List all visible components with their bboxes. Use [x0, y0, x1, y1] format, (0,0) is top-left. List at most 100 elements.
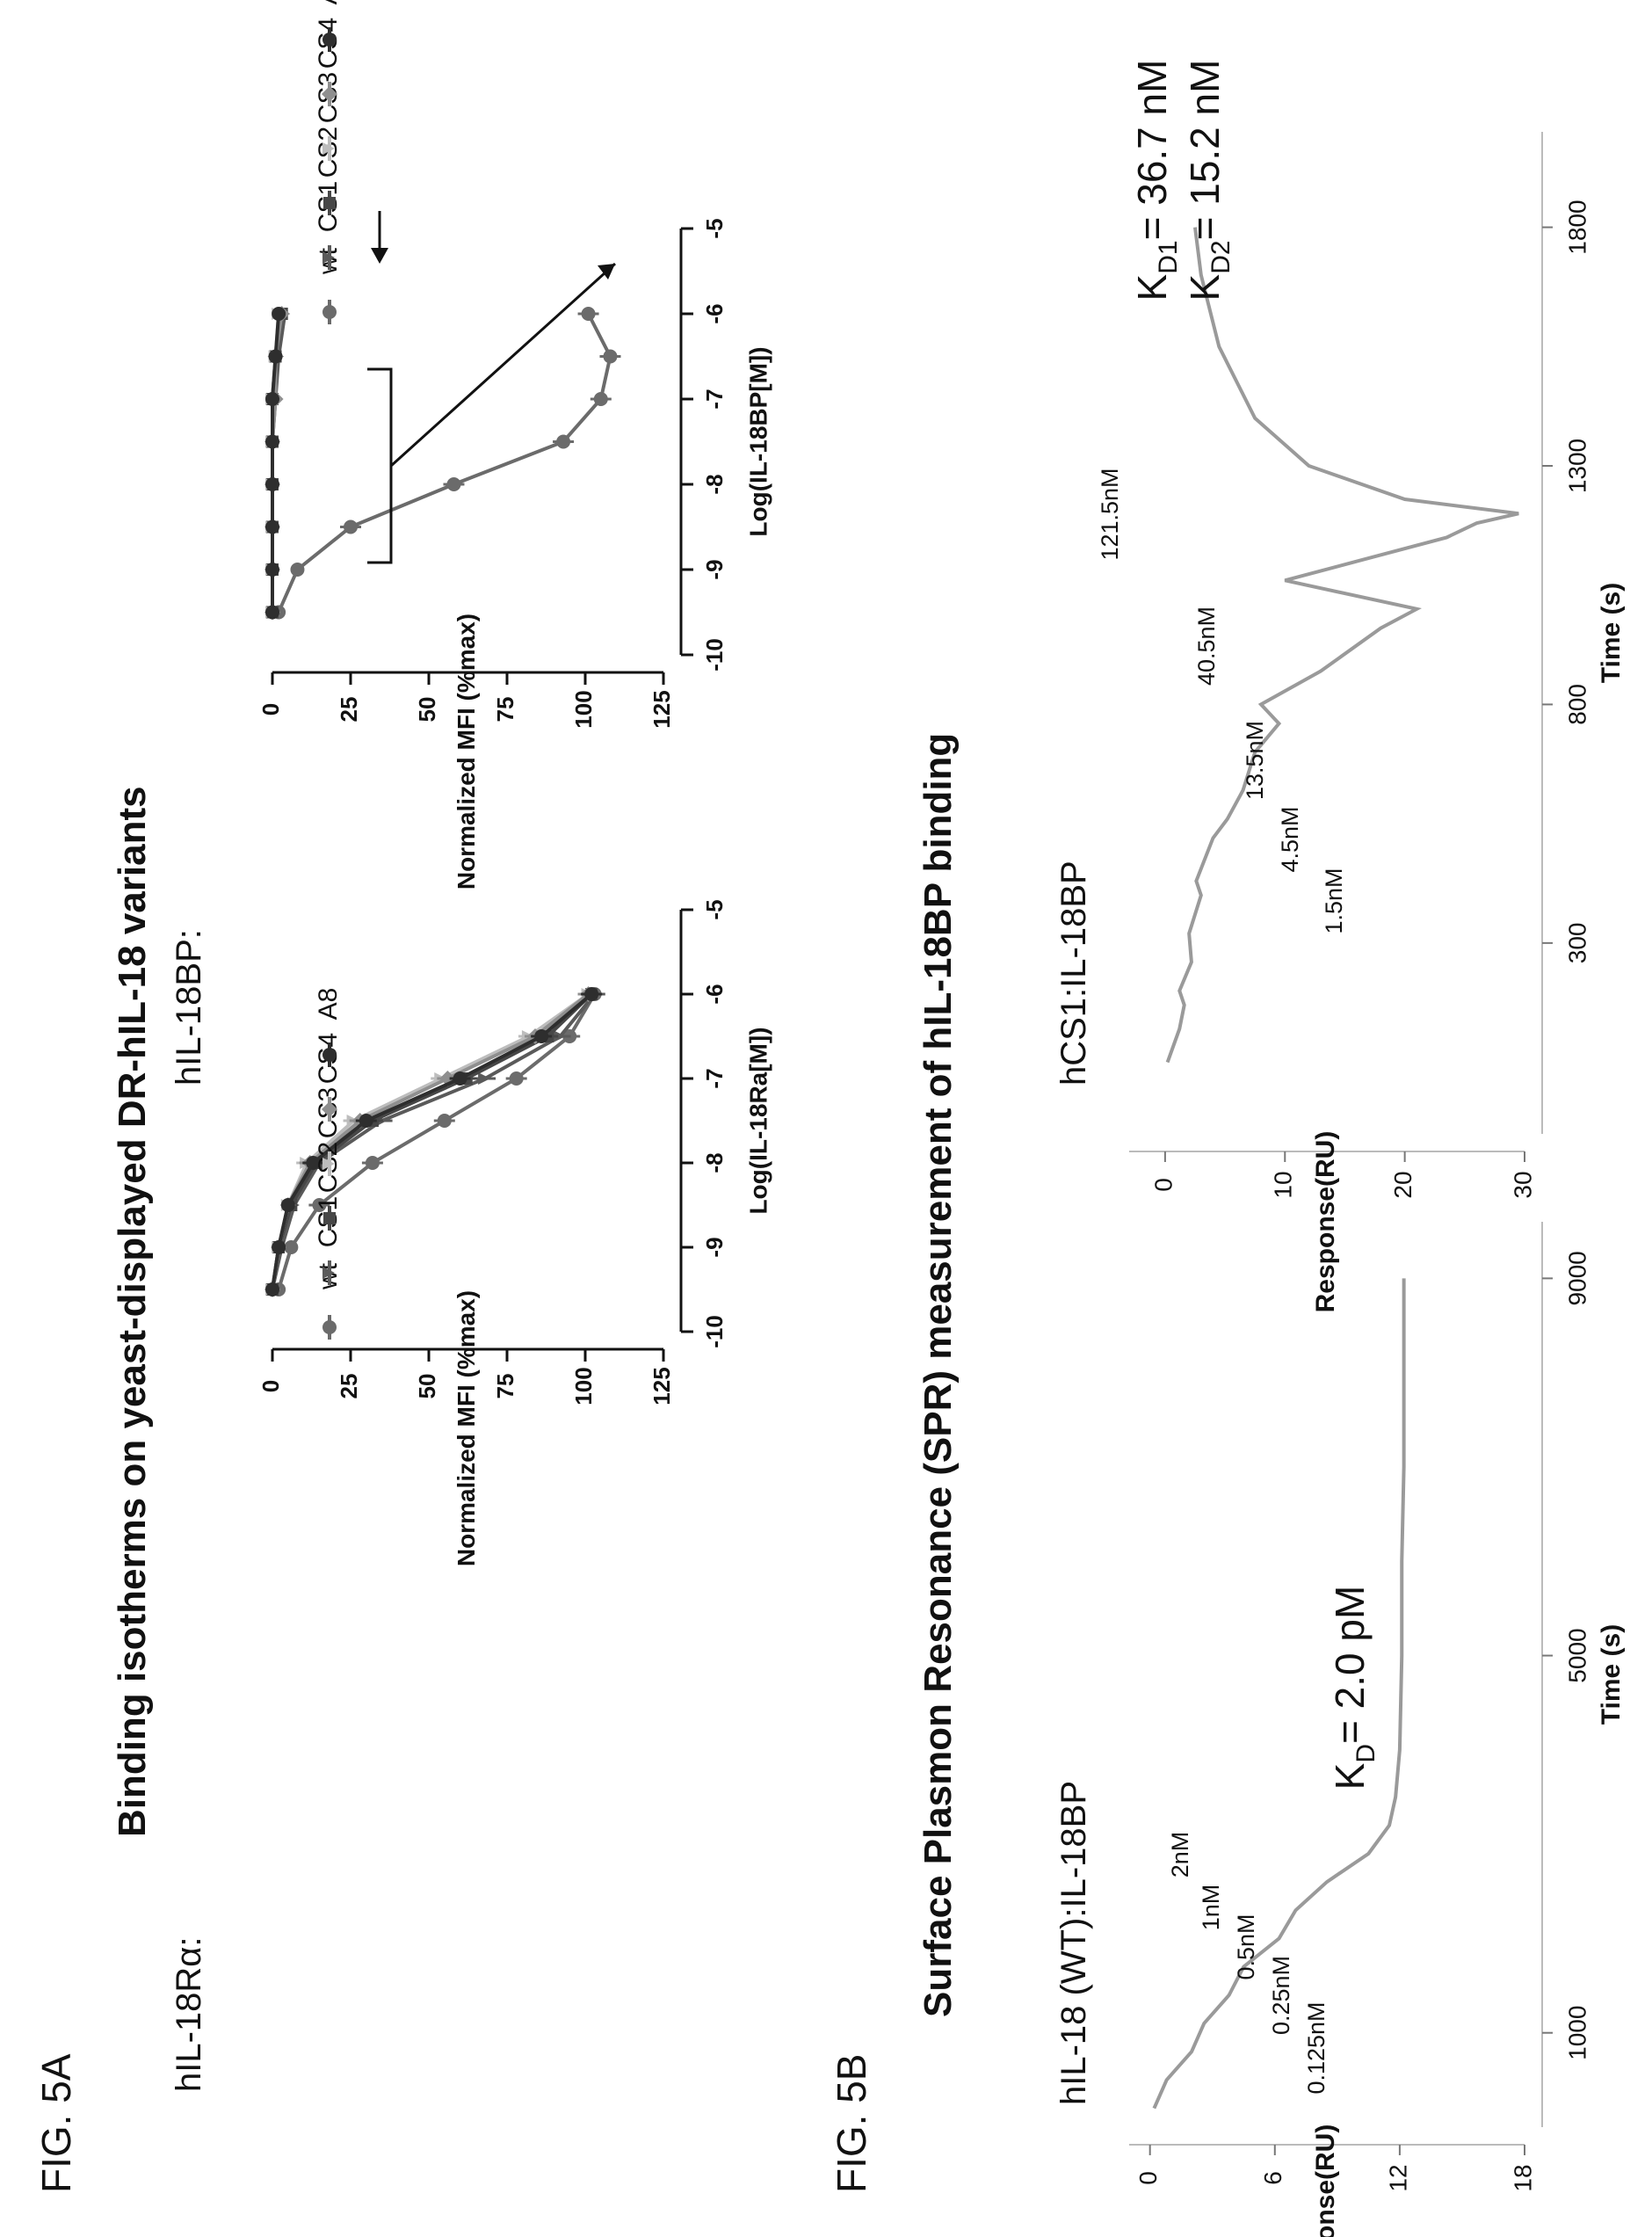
data-point-CS1 [553, 1030, 566, 1042]
chart-spr-cs1: 0 10 20 30 300 800 1300 1800 Response(RU) Time (s… [1097, 60, 1626, 1313]
sensorgram-trace [1152, 1278, 1406, 2110]
series-line-A8 [271, 992, 593, 1290]
subtitle-hil18bp-binding: hIL-18BP: [170, 929, 208, 1086]
value-tick-label: 50 [414, 1374, 440, 1399]
data-point-A8 [453, 1071, 467, 1086]
panel-b-title: Surface Plasmon Resonance (SPR) measurem… [917, 733, 960, 2017]
series-line-CS1 [271, 992, 597, 1290]
fig-5a-label: FIG. 5A [33, 2053, 79, 2193]
data-point-A8 [306, 1156, 321, 1170]
legend-marker-CS4 [322, 1101, 337, 1117]
injection-label: 1.5nM [1321, 868, 1347, 933]
legend-marker-CS3 [322, 1158, 335, 1170]
x-tick-label: -6 [701, 303, 728, 323]
x-tick-label: -10 [701, 638, 728, 672]
value-tick-label: 0 [1134, 2171, 1162, 2185]
data-point-wt [593, 392, 608, 406]
x-tick-label: -9 [701, 559, 728, 579]
data-point-A8 [265, 1282, 279, 1296]
series-line-A8 [271, 313, 281, 613]
x-tick-label: -5 [701, 899, 728, 919]
subtitle-hcs1-spr: hCS1:IL-18BP [1054, 861, 1093, 1086]
kd-symbol: K [1129, 273, 1175, 301]
value-axis-label: Normalized MFI (%max) [453, 1290, 480, 1566]
subtitle-hil18-wt-spr: hIL-18 (WT):IL-18BP [1054, 1781, 1093, 2105]
data-point-A8 [265, 392, 279, 406]
arrow-variants-head [598, 264, 615, 280]
data-point-A8 [265, 434, 279, 449]
value-tick-label: 12 [1384, 2164, 1411, 2191]
x-axis-label: Log(IL-18BP[M]) [744, 346, 772, 536]
time-tick-label: 300 [1563, 922, 1590, 963]
injection-label: 0.125nM [1303, 2001, 1330, 2094]
time-tick-label: 1000 [1563, 2006, 1590, 2060]
legend-marker-CS2 [323, 197, 336, 209]
x-tick-label: -7 [701, 1068, 728, 1088]
value-tick-label: 0 [257, 703, 284, 715]
injection-label: 121.5nM [1097, 468, 1123, 560]
data-point-wt [509, 1071, 524, 1086]
data-point-A8 [265, 519, 279, 534]
kd-subscript: D [1351, 1744, 1380, 1763]
legend-label-A8: A8 [314, 988, 343, 1020]
data-point-A8 [265, 563, 279, 577]
arrow-wt-head [371, 248, 388, 264]
time-tick-label: 1300 [1563, 439, 1590, 493]
value-tick-label: 0 [1149, 1178, 1177, 1192]
value-axis-label: Normalized MFI (%max) [453, 614, 480, 890]
data-point-A8 [534, 1029, 549, 1043]
time-tick-label: 1800 [1563, 200, 1590, 254]
panel-a-title: Binding isotherms on yeast-displayed DR-… [111, 786, 154, 1837]
x-axis-label: Log(IL-18Ra[M]) [744, 1027, 772, 1214]
legend-label-A8: A8 [314, 0, 343, 4]
value-tick-label: 25 [336, 1374, 362, 1399]
time-tick-label: 800 [1563, 684, 1590, 725]
data-point-wt [437, 1114, 452, 1128]
legend-marker-A8 [322, 33, 337, 47]
data-point-wt [446, 477, 461, 491]
data-point-wt [284, 1240, 299, 1254]
value-tick-label: 0 [257, 1380, 284, 1392]
legend-marker-CS2 [323, 1212, 336, 1224]
x-tick-label: -8 [701, 474, 728, 494]
x-tick-label: -9 [701, 1237, 728, 1257]
value-tick-label: 20 [1389, 1171, 1417, 1198]
injection-label: 13.5nM [1242, 721, 1268, 800]
x-tick-label: -8 [701, 1152, 728, 1173]
data-point-wt [581, 307, 596, 321]
data-point-CS1 [478, 1072, 491, 1085]
value-tick-label: 75 [492, 1374, 518, 1399]
x-tick-label: -6 [701, 984, 728, 1004]
injection-label: 40.5nM [1193, 606, 1220, 686]
value-axis-label: Response(RU) [1311, 2124, 1340, 2237]
value-tick-label: 30 [1509, 1171, 1536, 1198]
legend-marker-A8 [322, 1048, 337, 1062]
data-point-A8 [265, 605, 279, 620]
data-point-wt [556, 434, 571, 449]
data-point-A8 [268, 349, 283, 364]
data-point-wt [365, 1156, 380, 1170]
data-point-wt [603, 349, 618, 364]
kd2-annotation: KD2= 15.2 nM [1182, 60, 1235, 301]
data-point-wt [290, 563, 305, 577]
data-point-A8 [272, 307, 286, 321]
chart-isotherm-ra: 0 25 50 75 100 125 -10 -9 -8 -7 -6 -5 Normalized MFI… [257, 899, 772, 1566]
value-tick-label: 100 [570, 690, 597, 728]
value-tick-label: 50 [414, 697, 440, 723]
chart-spr-wt: 0 6 12 18 1000 5000 9000 Response(RU) Time (s) 0.… [1129, 1222, 1626, 2237]
value-tick-label: 125 [648, 690, 675, 728]
injection-label: 0.5nM [1233, 1914, 1259, 1979]
time-tick-label: 9000 [1563, 1251, 1590, 1305]
kd-symbol: K [1327, 1762, 1373, 1790]
data-point-A8 [265, 477, 279, 491]
sensorgram-trace [1165, 227, 1519, 1064]
kd-value: = 36.7 nM [1129, 60, 1175, 241]
legend-marker-wt [322, 305, 337, 319]
data-point-wt [344, 519, 358, 534]
kd-value: = 2.0 pM [1327, 1586, 1373, 1744]
legend-marker-CS1 [322, 1267, 335, 1279]
subtitle-hil18ra: hIL-18Rα: [170, 1936, 208, 2092]
kd-value: = 15.2 nM [1182, 60, 1228, 241]
chart-isotherm-bp: 0 25 50 75 100 125 -10 -9 -8 -7 -6 -5 Normalized MFI… [257, 0, 772, 890]
